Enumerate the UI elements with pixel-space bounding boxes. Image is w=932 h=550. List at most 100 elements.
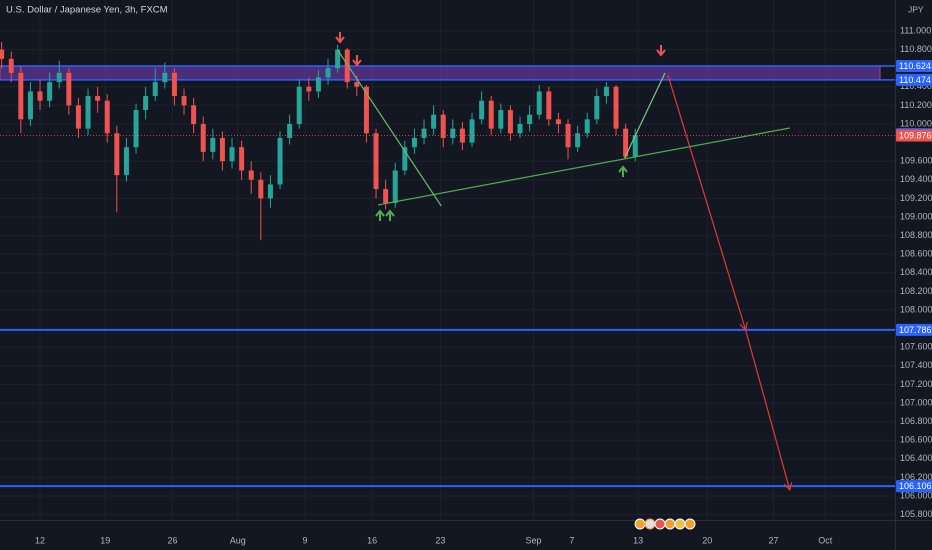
candle-body (229, 147, 235, 162)
y-tick-label: 108.800 (900, 230, 932, 240)
candle-body (335, 49, 341, 69)
candle-body (66, 72, 72, 106)
price-tag (896, 73, 932, 86)
down-arrow (656, 45, 666, 57)
currency-label: JPY (908, 4, 924, 14)
plot (0, 42, 895, 492)
price-tag-label: 107.786 (899, 325, 932, 335)
candle-body (133, 110, 139, 148)
candle-body (152, 82, 158, 97)
y-tick-label: 107.200 (900, 379, 932, 389)
candle-body (277, 137, 283, 185)
y-tick-label: 109.400 (900, 174, 932, 184)
y-tick-label: 110.000 (900, 118, 932, 128)
y-tick-label: 108.400 (900, 267, 932, 277)
event-icon[interactable] (634, 518, 646, 530)
x-tick-label: Aug (230, 535, 246, 545)
x-tick-label: 27 (768, 535, 778, 545)
x-tick-label: Sep (525, 535, 541, 545)
candle-body (306, 86, 312, 92)
price-tag (896, 59, 932, 72)
price-tag (896, 480, 932, 493)
candle-body (402, 147, 408, 171)
candle-body (479, 100, 485, 120)
candle-body (555, 119, 561, 124)
candle-body (27, 91, 33, 120)
y-tick-label: 106.800 (900, 416, 932, 426)
x-tick-label: 13 (633, 535, 643, 545)
candle-body (411, 137, 417, 148)
axes: 105.800 106.000 106.200 106.400 106.600 106.8… (35, 25, 932, 545)
down-arrow (335, 32, 345, 44)
x-tick-label: 16 (367, 535, 377, 545)
y-tick-label: 107.000 (900, 397, 932, 407)
candle-body (488, 100, 494, 129)
candle-body (507, 110, 513, 134)
trendline (337, 49, 442, 207)
event-icon[interactable] (644, 518, 656, 530)
candle-body (162, 72, 168, 83)
candle-body (344, 49, 350, 83)
up-arrow (375, 209, 385, 221)
y-tick-label: 110.200 (900, 100, 932, 110)
candle-body (18, 72, 24, 120)
event-icon[interactable] (684, 518, 696, 530)
price-tag-label: 110.474 (899, 75, 931, 85)
candle-body (527, 114, 533, 124)
y-tick-label: 107.400 (900, 360, 932, 370)
y-tick-label: 109.600 (900, 156, 932, 166)
annotation-arrows (335, 32, 666, 221)
candle-body (210, 137, 216, 152)
y-tick-label: 110.800 (900, 44, 932, 54)
x-tick-label: Oct (818, 535, 833, 545)
price-tag (896, 129, 932, 142)
candle-body (267, 184, 273, 199)
y-tick-label: 106.200 (900, 472, 932, 482)
trendline (624, 72, 666, 159)
chart-title: U.S. Dollar / Japanese Yen, 3h, FXCM (6, 5, 168, 16)
candle-body (594, 96, 600, 120)
event-icon[interactable] (654, 518, 666, 530)
y-tick-label: 106.000 (900, 490, 932, 500)
event-icon[interactable] (674, 518, 686, 530)
candle-body (8, 58, 14, 73)
trendline (377, 127, 790, 206)
x-tick-label: 9 (302, 535, 307, 545)
candle-body (296, 86, 302, 124)
candle-body (287, 123, 293, 138)
candle-body (315, 77, 321, 92)
candle-body (421, 128, 427, 138)
candle-body (181, 96, 187, 106)
candle-body (575, 133, 581, 148)
candle-body (383, 189, 389, 204)
grid (0, 0, 895, 520)
candle-body (623, 128, 629, 157)
up-arrow (385, 209, 395, 221)
y-tick-label: 107.600 (900, 342, 932, 352)
candle-body (373, 133, 379, 190)
candle-body (37, 91, 43, 101)
candle-body (239, 147, 245, 171)
candle-body (325, 68, 331, 78)
event-icons[interactable] (634, 518, 696, 530)
candle-body (450, 128, 456, 138)
candle-body (75, 105, 81, 129)
down-arrow (352, 55, 362, 67)
y-tick-label: 106.400 (900, 453, 932, 463)
y-tick-label: 108.200 (900, 286, 932, 296)
y-tick-label: 109.000 (900, 211, 932, 221)
y-tick-label: 108.000 (900, 304, 932, 314)
candle-body (469, 119, 475, 143)
candle-body (47, 82, 53, 101)
x-tick-label: 19 (100, 535, 110, 545)
y-tick-label: 109.200 (900, 193, 932, 203)
candle-body (258, 179, 264, 199)
x-tick-label: 26 (168, 535, 178, 545)
candle-body (114, 133, 120, 176)
event-icon[interactable] (664, 518, 676, 530)
price-tag-label: 106.106 (899, 481, 932, 491)
y-tick-label: 110.400 (900, 81, 932, 91)
price-tag (896, 323, 932, 336)
candle-body (546, 91, 552, 120)
